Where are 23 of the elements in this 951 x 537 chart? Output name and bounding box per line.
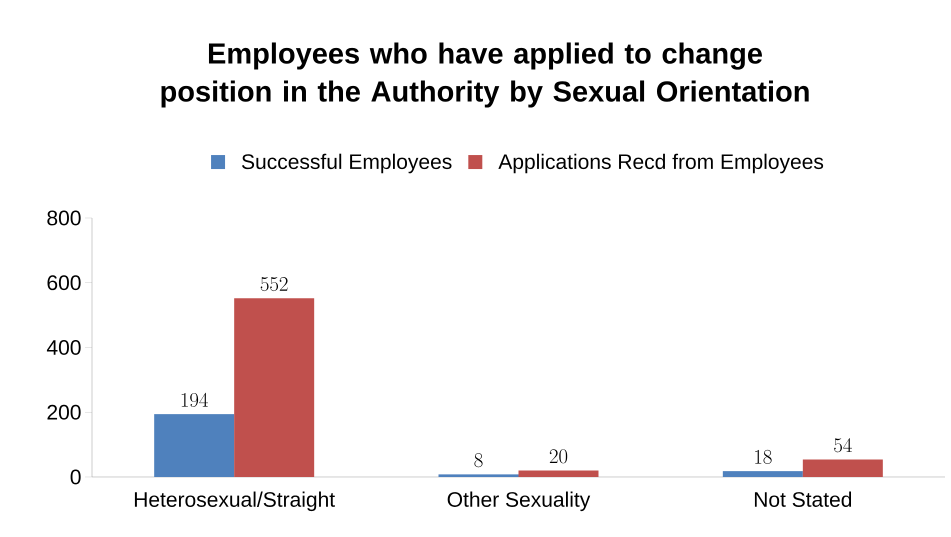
data-label: 18 (755, 450, 772, 464)
data-label: 552 (260, 277, 288, 292)
data-label: 20 (550, 449, 568, 464)
x-tick-label: Other Sexuality (448, 492, 590, 512)
legend-label: Successful Employees (242, 154, 452, 174)
data-label: 194 (182, 392, 208, 407)
y-tick-label: 200 (47, 404, 81, 420)
data-label: 8 (474, 453, 483, 468)
x-tick-label: Heterosexual/Straight (134, 492, 335, 512)
y-tick-label: 0 (70, 470, 81, 484)
bar (722, 471, 803, 477)
bar (438, 474, 518, 477)
bar (518, 470, 598, 477)
bar (234, 298, 314, 477)
bar (154, 414, 234, 477)
bar (802, 460, 883, 477)
y-tick-label: 800 (47, 210, 81, 226)
y-tick-label: 600 (48, 275, 81, 290)
legend-label: Applications Recd from Employees (498, 154, 824, 174)
chart-title: Employees who have applied to change position in the Authority by Sexual Orientation (161, 42, 809, 108)
data-label: 54 (834, 438, 852, 452)
x-tick-label: Not Stated (754, 492, 852, 507)
y-tick-label: 400 (46, 340, 81, 355)
